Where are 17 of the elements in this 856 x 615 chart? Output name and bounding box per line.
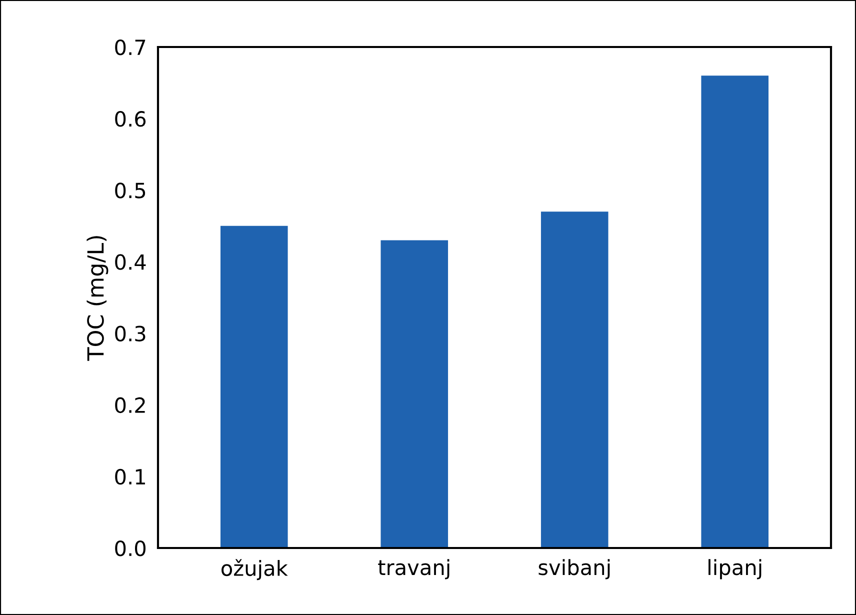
y-tick-label: 0.0 xyxy=(115,540,146,556)
y-tick-label: 0.5 xyxy=(115,182,146,198)
x-tick-label: svibanj xyxy=(538,559,610,580)
x-tick-label: travanj xyxy=(378,559,450,580)
bar xyxy=(540,212,608,548)
bar xyxy=(701,76,769,548)
y-tick-label: 0.1 xyxy=(115,468,145,485)
bar xyxy=(380,240,448,548)
bar xyxy=(220,226,288,548)
y-tick-label: 0.6 xyxy=(115,111,146,127)
y-tick-label: 0.2 xyxy=(115,397,145,414)
y-tick-label: 0.4 xyxy=(115,254,146,270)
x-tick-label: ožujak xyxy=(222,559,288,580)
y-axis-title: TOC (mg/L) xyxy=(86,236,108,361)
y-tick-label: 0.3 xyxy=(115,326,146,342)
x-tick-label: lipanj xyxy=(708,559,762,580)
y-tick-label: 0.7 xyxy=(115,39,146,56)
